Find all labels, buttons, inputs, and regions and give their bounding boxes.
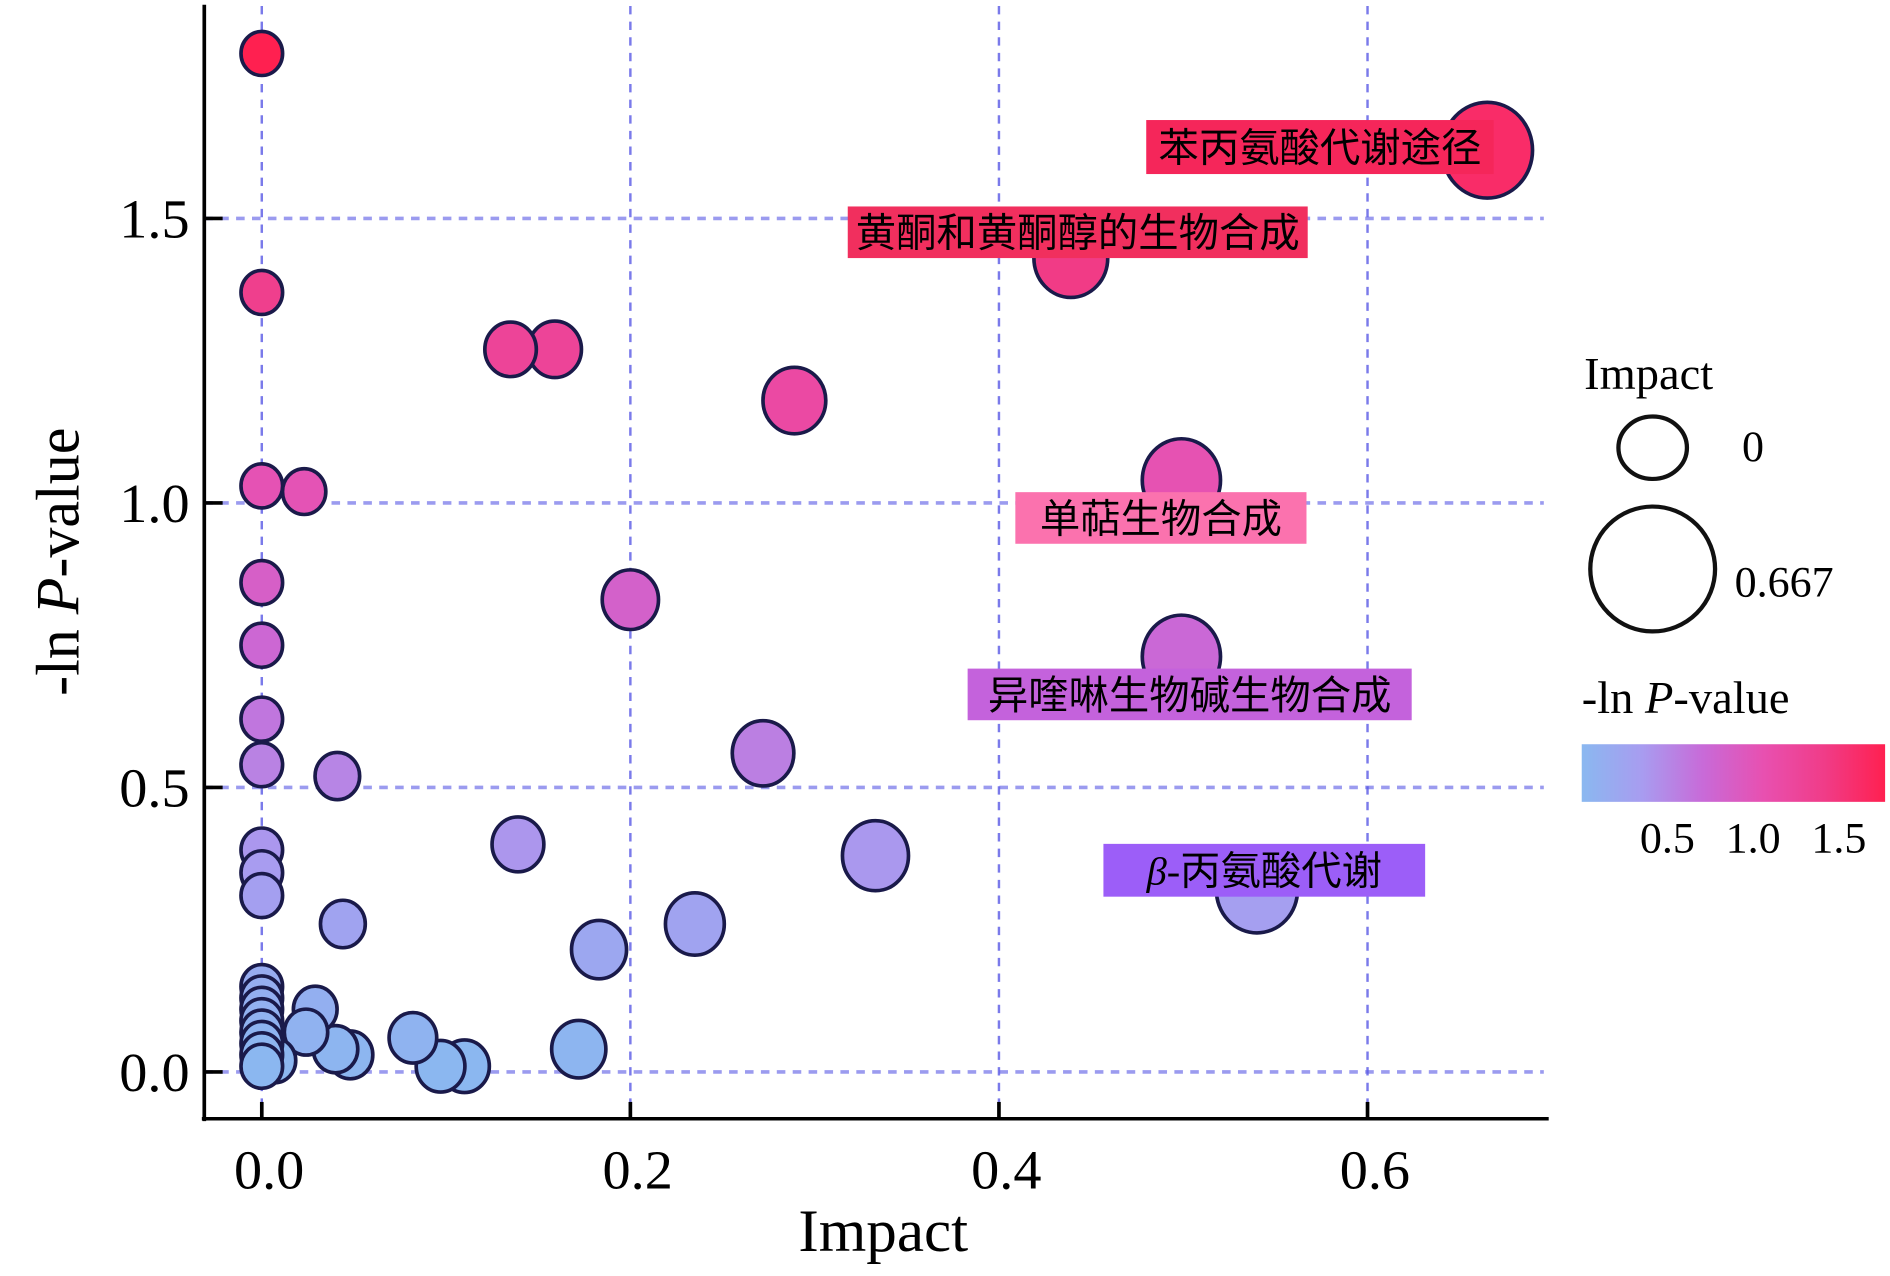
y-tick-label: 0.5 bbox=[119, 758, 189, 819]
x-tick-label: 0.4 bbox=[971, 1140, 1041, 1201]
data-point bbox=[600, 568, 661, 632]
annotation-box bbox=[967, 668, 1412, 721]
data-point bbox=[313, 750, 362, 802]
data-point bbox=[239, 558, 285, 607]
data-point bbox=[387, 1010, 439, 1065]
annotation-text: 异喹啉生物碱生物合成 bbox=[988, 673, 1392, 718]
colorbar-tick-label: 1.5 bbox=[1811, 815, 1866, 863]
data-point bbox=[663, 891, 727, 957]
color-legend-title: -ln P-value bbox=[1582, 672, 1790, 723]
data-point bbox=[840, 818, 911, 893]
annotation-text: β-丙氨酸代谢 bbox=[1146, 849, 1382, 894]
color-legend: -ln P-value 0.5 1.0 1.5 bbox=[1581, 672, 1886, 863]
annotation-box bbox=[1015, 492, 1307, 544]
size-legend-title: Impact bbox=[1584, 348, 1713, 399]
x-tick-label: 0.2 bbox=[603, 1140, 673, 1201]
annotation-text: 苯丙氨酸代谢途径 bbox=[1158, 126, 1481, 171]
data-point bbox=[482, 320, 539, 379]
colorbar-ticks: 0.5 1.0 1.5 bbox=[1640, 815, 1866, 863]
data-point bbox=[318, 898, 368, 950]
data-point bbox=[239, 740, 285, 789]
annotation-label: 单萜生物合成 bbox=[1015, 492, 1307, 544]
colorbar bbox=[1581, 744, 1886, 802]
grid bbox=[204, 6, 1544, 1119]
annotation-box bbox=[1103, 843, 1426, 897]
data-point bbox=[730, 718, 796, 788]
data-point bbox=[239, 268, 285, 317]
data-point bbox=[280, 466, 328, 517]
colorbar-tick-label: 1.0 bbox=[1726, 815, 1781, 863]
annotation-label: 异喹啉生物碱生物合成 bbox=[967, 668, 1412, 721]
data-point bbox=[239, 462, 285, 510]
annotation-label: 黄酮和黄酮醇的生物合成 bbox=[847, 206, 1308, 259]
annotation-text: 单萜生物合成 bbox=[1040, 497, 1282, 542]
y-tick-label: 1.0 bbox=[119, 474, 189, 535]
data-point bbox=[490, 815, 546, 874]
size-legend: Impact 0 0.667 bbox=[1584, 348, 1834, 634]
axes bbox=[201, 4, 1549, 1122]
ticks: 0.0 0.2 0.4 0.6 0.0 0.5 1.0 1.5 bbox=[119, 189, 1410, 1201]
y-tick-label: 0.0 bbox=[119, 1043, 189, 1104]
size-legend-circle-0 bbox=[1616, 414, 1690, 482]
annotation-label: β-丙氨酸代谢 bbox=[1103, 843, 1426, 897]
size-legend-circle-0667 bbox=[1588, 504, 1718, 634]
data-point bbox=[239, 621, 285, 670]
x-axis-label: Impact bbox=[798, 1198, 968, 1264]
annotation-box bbox=[847, 206, 1308, 259]
annotation-text: 黄酮和黄酮醇的生物合成 bbox=[856, 211, 1300, 256]
points bbox=[239, 29, 1535, 1095]
data-point bbox=[239, 1042, 285, 1091]
data-point bbox=[569, 918, 629, 981]
x-tick-label: 0.6 bbox=[1340, 1140, 1410, 1201]
size-legend-label-0: 0 bbox=[1742, 423, 1764, 471]
data-point bbox=[239, 695, 285, 744]
y-axis-label: -ln P-value bbox=[25, 428, 93, 696]
data-point bbox=[239, 29, 285, 78]
data-point bbox=[761, 365, 828, 436]
data-point bbox=[549, 1018, 608, 1080]
annotation-box bbox=[1146, 120, 1494, 175]
annotation-label: 苯丙氨酸代谢途径 bbox=[1146, 120, 1494, 175]
size-legend-label-0667: 0.667 bbox=[1735, 559, 1834, 607]
data-point bbox=[239, 871, 285, 920]
colorbar-tick-label: 0.5 bbox=[1640, 815, 1695, 863]
y-tick-label: 1.5 bbox=[119, 189, 189, 250]
x-tick-label: 0.0 bbox=[234, 1140, 304, 1201]
